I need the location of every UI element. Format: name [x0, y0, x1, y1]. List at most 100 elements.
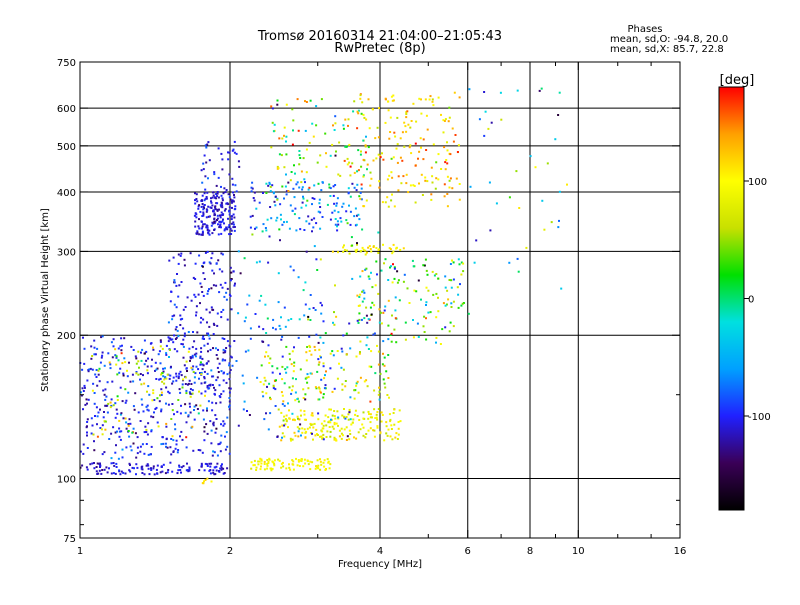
data-point	[389, 116, 392, 119]
data-point	[289, 358, 291, 361]
data-point	[265, 392, 268, 395]
data-point	[334, 284, 336, 287]
data-point	[136, 446, 139, 449]
data-point	[120, 337, 123, 340]
data-point	[316, 370, 319, 373]
data-point	[95, 376, 98, 378]
data-point	[260, 364, 263, 367]
data-point	[311, 197, 314, 200]
data-point	[448, 116, 451, 119]
data-point	[412, 336, 415, 339]
data-point	[316, 434, 319, 436]
data-point	[414, 164, 417, 167]
data-point	[156, 397, 159, 400]
data-point	[431, 270, 434, 273]
data-point	[298, 217, 301, 220]
data-point	[216, 209, 219, 212]
data-point	[454, 134, 457, 136]
data-point	[195, 216, 198, 219]
data-point	[390, 199, 393, 202]
data-point	[350, 423, 353, 426]
data-point	[435, 292, 438, 295]
data-point	[368, 127, 371, 130]
data-point	[222, 472, 225, 475]
data-point	[221, 253, 224, 256]
data-point	[217, 147, 220, 150]
data-point	[301, 427, 304, 430]
data-point	[223, 229, 226, 232]
data-point	[224, 351, 227, 354]
data-point	[448, 279, 451, 281]
data-point	[365, 433, 368, 435]
data-point	[379, 431, 382, 434]
data-point	[534, 166, 537, 169]
data-point	[182, 308, 185, 311]
data-point	[147, 467, 150, 470]
data-point	[331, 250, 334, 253]
data-point	[216, 219, 218, 221]
data-point	[300, 434, 302, 437]
data-point	[209, 465, 212, 468]
data-point	[429, 95, 432, 98]
data-point	[179, 435, 181, 438]
data-point	[147, 409, 150, 412]
data-point	[306, 373, 309, 376]
data-point	[213, 217, 216, 220]
data-point	[173, 348, 176, 351]
data-point	[343, 249, 346, 251]
data-point	[218, 291, 221, 294]
data-point	[228, 387, 231, 390]
data-point	[319, 154, 322, 157]
data-point	[305, 430, 308, 433]
data-point	[362, 175, 365, 178]
data-point	[212, 421, 215, 424]
data-point	[344, 380, 347, 382]
data-point	[345, 439, 348, 441]
data-point	[372, 429, 375, 432]
data-point	[457, 306, 460, 309]
data-point	[309, 319, 312, 321]
data-point	[378, 398, 381, 401]
data-point	[89, 367, 92, 370]
data-point	[228, 400, 231, 403]
data-point	[437, 277, 440, 280]
data-point	[420, 146, 422, 149]
data-point	[291, 108, 294, 111]
data-point	[124, 361, 127, 364]
data-point	[283, 306, 286, 309]
data-point	[333, 311, 335, 314]
data-point	[293, 361, 296, 364]
data-point	[360, 150, 362, 153]
data-point	[220, 211, 223, 214]
data-point	[335, 315, 338, 318]
data-point	[200, 382, 203, 385]
data-point	[228, 344, 231, 347]
data-point	[234, 208, 237, 210]
data-point	[272, 192, 275, 195]
data-point	[82, 390, 85, 392]
data-point	[202, 294, 205, 297]
data-point	[116, 399, 119, 401]
data-point	[329, 154, 332, 157]
data-point	[405, 130, 408, 133]
data-point	[165, 377, 168, 380]
data-point	[216, 195, 218, 198]
data-point	[122, 471, 125, 474]
data-point	[99, 427, 102, 429]
grid-layer	[80, 62, 680, 538]
data-point	[231, 149, 234, 152]
data-point	[175, 326, 178, 328]
data-point	[420, 112, 423, 115]
data-point	[205, 146, 208, 149]
data-point	[208, 233, 211, 236]
data-point	[516, 89, 519, 92]
data-point	[221, 199, 224, 202]
data-point	[207, 332, 210, 335]
data-point	[397, 421, 400, 423]
data-point	[308, 350, 311, 352]
data-point	[208, 469, 211, 472]
data-point	[381, 201, 384, 204]
data-point	[190, 366, 193, 369]
data-point	[288, 463, 290, 466]
data-point	[233, 226, 236, 228]
